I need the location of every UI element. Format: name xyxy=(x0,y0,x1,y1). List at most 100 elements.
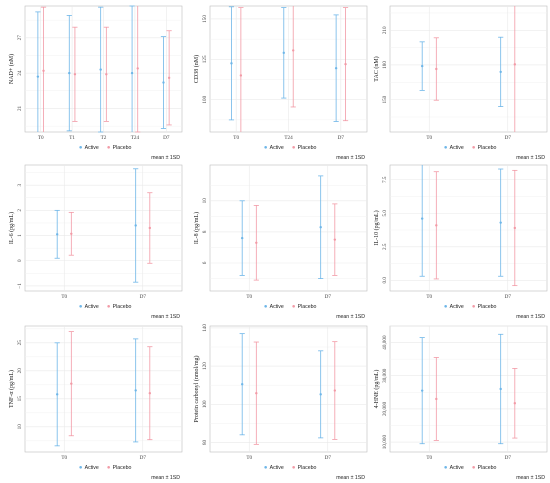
legend-swatch-placebo xyxy=(107,146,110,149)
legend: Active Placebo xyxy=(79,465,132,471)
legend-label-active: Active xyxy=(85,304,99,310)
mean-point xyxy=(513,226,517,230)
legend-swatch-active xyxy=(444,146,447,149)
x-tick-label: D7 xyxy=(140,455,147,461)
legend-label-placebo: Placebo xyxy=(113,465,132,471)
y-axis-label: IL-8 (pg/mL) xyxy=(193,212,200,244)
y-tick-label: 20,000 xyxy=(382,401,388,416)
series-placebo xyxy=(68,331,153,441)
y-tick-label: 7.5 xyxy=(382,176,388,183)
error-bar xyxy=(332,341,338,440)
error-bar xyxy=(129,5,135,132)
mean-point xyxy=(435,397,438,401)
chart-panel-6: 0.0 2.5 5.0 7.5 T0 D7 IL-10 (pg/mL) Active Place… xyxy=(373,164,548,320)
chart-panel-7: 10 15 20 25 T0 D7 TNF-α (pg/mL) Active Placebo me… xyxy=(8,325,183,481)
error-bar xyxy=(433,357,439,441)
series-active xyxy=(35,5,167,133)
mean-point xyxy=(36,75,40,78)
y-tick-label: 100 xyxy=(202,95,208,103)
error-bar xyxy=(419,165,425,277)
error-bar xyxy=(147,346,153,441)
mean-point xyxy=(239,74,243,77)
plot-area xyxy=(389,325,548,453)
legend-swatch-active xyxy=(264,305,267,308)
gridlines xyxy=(390,325,547,452)
legend-label-placebo: Placebo xyxy=(113,304,132,310)
legend-label-active: Active xyxy=(270,145,284,151)
chart-panel-5: 6 8 10 T0 D7 IL-8 (pg/mL) Active Placebo mean ± … xyxy=(193,164,368,320)
legend-swatch-placebo xyxy=(472,466,475,469)
error-bar xyxy=(513,6,517,132)
error-bar xyxy=(419,41,425,91)
legend-label-placebo: Placebo xyxy=(298,465,317,471)
y-tick-label: 140 xyxy=(202,324,208,332)
summary-note: mean ± 1SD xyxy=(516,314,545,320)
plot-area xyxy=(24,164,183,292)
mean-point xyxy=(73,73,77,76)
plot-area xyxy=(209,325,368,453)
legend-label-placebo: Placebo xyxy=(478,304,497,310)
mean-point xyxy=(230,62,233,65)
x-tick-label: D7 xyxy=(338,135,345,141)
series-active xyxy=(54,168,139,283)
y-tick-label: 30,000 xyxy=(382,368,388,383)
error-bar xyxy=(342,7,349,122)
legend-label-active: Active xyxy=(270,465,284,471)
series-active xyxy=(419,165,504,277)
chart-panel-2: 100 125 150 T0 T24 D7 CD38 (nM) Active Placebo me… xyxy=(193,5,368,161)
y-tick-label: 150 xyxy=(382,95,388,103)
legend-label-placebo: Placebo xyxy=(478,465,497,471)
y-axis-label: IL-10 (pg/mL) xyxy=(373,210,380,245)
error-bar xyxy=(318,175,324,279)
legend-swatch-placebo xyxy=(107,466,110,469)
legend-swatch-active xyxy=(264,466,267,469)
y-tick-label: 21 xyxy=(17,105,23,111)
mean-point xyxy=(499,387,502,391)
error-bar xyxy=(35,11,41,132)
y-tick-label: 25 xyxy=(17,340,23,346)
plot-area xyxy=(389,164,548,292)
error-bar xyxy=(40,6,47,132)
mean-point xyxy=(134,389,137,392)
legend: Active Placebo xyxy=(444,304,497,310)
y-axis-label: 4-HNE (pg/mL) xyxy=(373,370,380,409)
y-tick-label: 8 xyxy=(202,230,208,233)
error-bar xyxy=(332,203,338,276)
legend-swatch-placebo xyxy=(472,146,475,149)
legend: Active Placebo xyxy=(444,465,497,471)
legend-swatch-active xyxy=(79,305,82,308)
summary-note: mean ± 1SD xyxy=(336,155,365,161)
summary-note: mean ± 1SD xyxy=(516,475,545,481)
error-bar xyxy=(133,338,139,443)
legend-label-placebo: Placebo xyxy=(478,145,497,151)
mean-point xyxy=(334,66,338,70)
x-tick-label: D7 xyxy=(325,455,332,461)
y-tick-label: 10,000 xyxy=(382,435,388,450)
chart-panel-9: 10,000 20,000 30,000 40,000 T0 D7 4-HNE (pg/mL… xyxy=(373,325,548,481)
x-tick-label: T0 xyxy=(246,294,252,300)
gridlines xyxy=(210,165,367,291)
chart-panel-1: 21 24 27 T0 T1 T2 T24 D7 NAD+ (nM) Active Placebo m… xyxy=(8,5,183,161)
series-placebo xyxy=(433,169,518,287)
chart-panel-4: −1 0 1 2 3 T0 D7 IL-6 (pg/mL) Active Placebo mean … xyxy=(8,164,183,320)
error-bar xyxy=(54,342,60,447)
gridlines xyxy=(390,6,547,132)
legend: Active Placebo xyxy=(79,304,132,310)
legend-swatch-active xyxy=(444,305,447,308)
x-tick-label: D7 xyxy=(505,135,512,141)
mean-point xyxy=(148,392,152,395)
summary-note: mean ± 1SD xyxy=(516,155,545,161)
mean-point xyxy=(134,224,137,227)
mean-point xyxy=(435,67,438,71)
mean-point xyxy=(70,232,73,235)
series-active xyxy=(239,333,324,439)
mean-point xyxy=(55,233,59,236)
mean-point xyxy=(420,64,424,68)
mean-point xyxy=(167,76,171,80)
legend-label-active: Active xyxy=(85,145,99,151)
error-bar xyxy=(512,368,518,439)
error-bar xyxy=(498,36,504,107)
legend-label-active: Active xyxy=(450,145,464,151)
mean-point xyxy=(99,68,102,71)
